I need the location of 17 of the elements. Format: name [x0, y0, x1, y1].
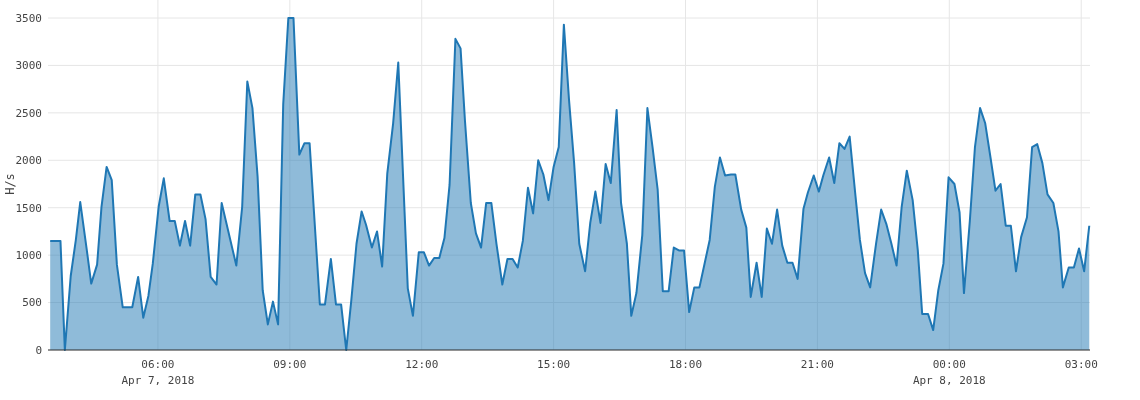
y-tick-label: 1500: [15, 201, 42, 215]
y-tick-label: 2000: [15, 154, 42, 168]
x-tick-label: 21:00: [800, 358, 834, 371]
x-tick-label: 00:00 Apr 8, 2018: [912, 358, 986, 387]
x-tick-label: 09:00: [273, 358, 307, 371]
y-tick-label: 3500: [15, 11, 42, 25]
y-axis-title: H/s: [3, 173, 17, 195]
y-tick-label: 0: [35, 343, 42, 357]
y-tick-label: 2500: [15, 106, 42, 120]
x-tick-label: 18:00: [668, 358, 703, 371]
y-tick-label: 1000: [15, 248, 42, 262]
x-tick-label: 03:00: [1064, 358, 1098, 371]
x-tick-label: 06:00 Apr 7, 2018: [121, 358, 195, 387]
y-tick-label: 500: [22, 296, 42, 310]
y-tick-label: 3000: [15, 59, 42, 73]
x-tick-label: 15:00: [537, 358, 571, 371]
x-tick-label: 12:00: [405, 358, 439, 371]
